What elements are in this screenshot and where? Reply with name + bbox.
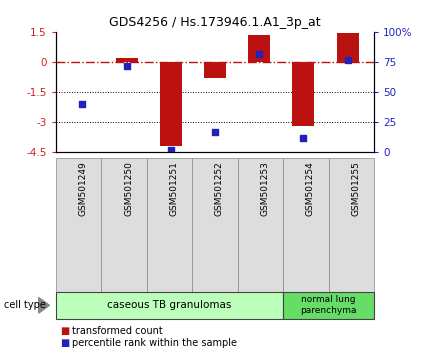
Point	[212, 129, 218, 135]
Point	[167, 147, 174, 153]
Text: transformed count: transformed count	[72, 326, 163, 336]
Text: GSM501252: GSM501252	[215, 161, 224, 216]
Text: GSM501249: GSM501249	[79, 161, 88, 216]
Text: GSM501255: GSM501255	[351, 161, 360, 216]
Text: ■: ■	[60, 326, 70, 336]
Text: GSM501251: GSM501251	[169, 161, 178, 216]
Text: ■: ■	[60, 338, 70, 348]
Title: GDS4256 / Hs.173946.1.A1_3p_at: GDS4256 / Hs.173946.1.A1_3p_at	[109, 16, 321, 29]
Bar	[337, 33, 359, 62]
Point	[123, 63, 130, 68]
Text: percentile rank within the sample: percentile rank within the sample	[72, 338, 237, 348]
Bar	[116, 58, 138, 62]
Point	[79, 101, 86, 107]
Bar	[204, 62, 226, 78]
Bar	[160, 62, 182, 146]
Text: GSM501250: GSM501250	[124, 161, 133, 216]
Point	[256, 51, 263, 56]
Point	[300, 135, 307, 141]
Text: GSM501253: GSM501253	[261, 161, 270, 216]
Text: cell type: cell type	[4, 300, 46, 310]
Text: caseous TB granulomas: caseous TB granulomas	[108, 300, 232, 310]
Point	[344, 57, 351, 62]
Text: normal lung
parenchyma: normal lung parenchyma	[301, 295, 357, 315]
Bar	[248, 35, 270, 62]
Text: GSM501254: GSM501254	[306, 161, 315, 216]
Bar	[292, 62, 314, 126]
